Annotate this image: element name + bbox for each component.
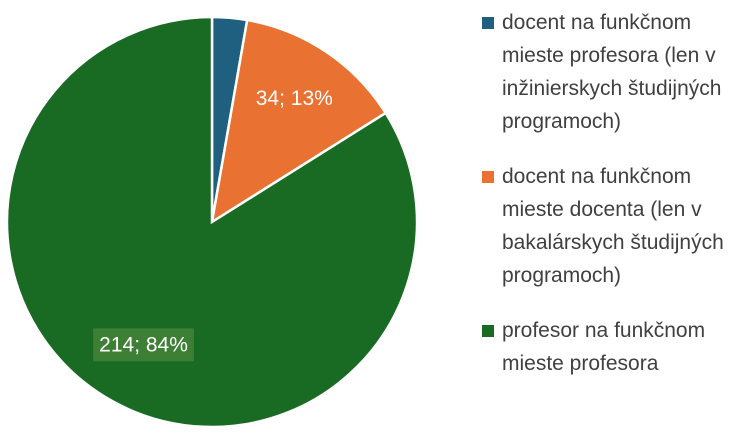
pie-slice xyxy=(210,18,388,225)
legend-swatch xyxy=(482,171,494,183)
data-label: 214; 84% xyxy=(99,333,188,356)
legend-swatch xyxy=(482,325,494,337)
data-label-box xyxy=(93,328,194,362)
legend-entry: profesor na funkčnom mieste profesora xyxy=(482,314,732,380)
legend-label: docent na funkčnom mieste docenta (len v… xyxy=(502,165,724,287)
legend-entry: docent na funkčnom mieste profesora (len… xyxy=(482,6,732,138)
pie-slice xyxy=(5,15,419,429)
legend: docent na funkčnom mieste profesora (len… xyxy=(482,6,732,402)
legend-label: profesor na funkčnom mieste profesora xyxy=(502,319,706,375)
legend-swatch xyxy=(482,17,494,29)
legend-entry: docent na funkčnom mieste docenta (len v… xyxy=(482,160,732,292)
legend-label: docent na funkčnom mieste profesora (len… xyxy=(502,11,722,133)
data-label: 34; 13% xyxy=(256,87,333,110)
